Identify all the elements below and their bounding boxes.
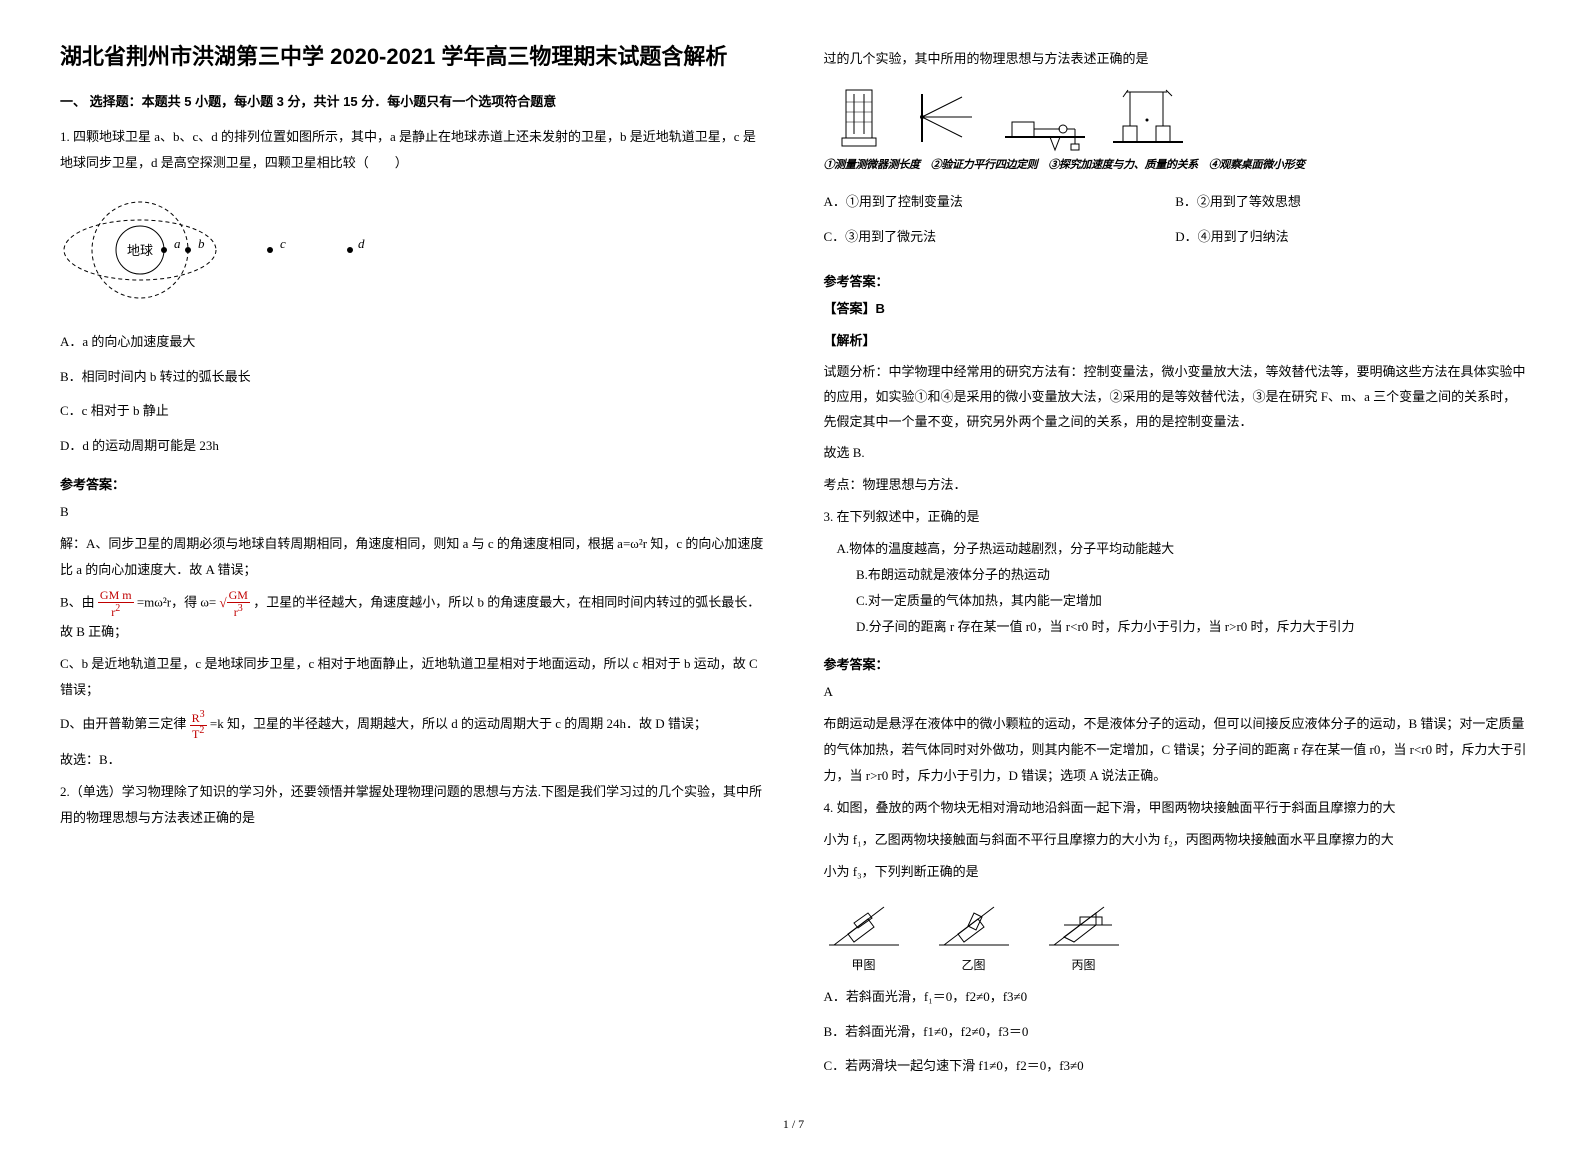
q4-fig-yi: 乙图	[934, 895, 1014, 973]
q2-ans-head: 【答案】B	[824, 296, 1528, 322]
svg-text:a: a	[174, 236, 181, 251]
q1-exp-b: B、由 GM mr2 =mω²r，得 ω= √GMr3 ，卫星的半径越大，角速度…	[60, 589, 764, 644]
page-footer: 1 / 7	[60, 1117, 1527, 1132]
exp-fig-1	[824, 82, 894, 152]
exp-fig-4	[1108, 82, 1188, 152]
q2-stem-cont: 过的几个实验，其中所用的物理思想与方法表述正确的是	[824, 46, 1528, 72]
q1-opt-c: C．c 相对于 b 静止	[60, 397, 764, 426]
q4-figures: 甲图 乙图 丙图	[824, 895, 1528, 973]
q4-opt-c: C．若两滑块一起匀速下滑 f1≠0，f2＝0，f3≠0	[824, 1052, 1528, 1081]
q4-opt-a: A．若斜面光滑，f₁＝0，f2≠0，f3≠0	[824, 983, 1528, 1012]
q2-stem: 2.（单选）学习物理除了知识的学习外，还要领悟并掌握处理物理问题的思想与方法.下…	[60, 779, 764, 831]
q4-lbl-bing: 丙图	[1044, 956, 1124, 973]
q2-opt-d: D．④用到了归纳法	[1175, 223, 1527, 252]
q1-figure: 地球 a b c d	[60, 190, 764, 314]
q4-stem-1: 4. 如图，叠放的两个物块无相对滑动地沿斜面一起下滑，甲图两物块接触面平行于斜面…	[824, 795, 1528, 821]
section-1-head: 一、 选择题：本题共 5 小题，每小题 3 分，共计 15 分．每小题只有一个选…	[60, 91, 764, 110]
q3-stem: 3. 在下列叙述中，正确的是	[824, 504, 1528, 530]
q4-lbl-jia: 甲图	[824, 956, 904, 973]
q1-exp-c: C、b 是近地轨道卫星，c 是地球同步卫星，c 相对于地面静止，近地轨道卫星相对…	[60, 651, 764, 703]
q1-ans: B	[60, 499, 764, 525]
q2-opt-b: B．②用到了等效思想	[1175, 188, 1527, 217]
q1-exp-a: 解：A、同步卫星的周期必须与地球自转周期相同，角速度相同，则知 a 与 c 的角…	[60, 531, 764, 583]
q2-opt-a: A．①用到了控制变量法	[824, 188, 1176, 217]
formula-sqrt-gm-r3: √GMr3	[219, 595, 249, 610]
q3-opt-c: C.对一定质量的气体加热，其内能一定增加	[824, 588, 1528, 614]
svg-text:c: c	[280, 236, 286, 251]
q2-exp-2: 故选 B.	[824, 440, 1528, 466]
q1-expb-mid: =mω²r，得 ω=	[137, 595, 220, 610]
doc-title: 湖北省荆州市洪湖第三中学 2020-2021 学年高三物理期末试题含解析	[60, 40, 764, 73]
formula-gmm-r2: GM mr2	[98, 589, 134, 618]
q1-expb-pre: B、由	[60, 595, 98, 610]
q1-stem: 1. 四颗地球卫星 a、b、c、d 的排列位置如图所示，其中，a 是静止在地球赤…	[60, 124, 764, 176]
q1-opt-d: D．d 的运动周期可能是 23h	[60, 432, 764, 461]
formula-r3-t2: R3T2	[190, 709, 207, 741]
q1-ans-label: 参考答案：	[60, 474, 764, 493]
q2-ans-label: 参考答案：	[824, 271, 1528, 290]
svg-text:地球: 地球	[127, 243, 153, 258]
svg-text:b: b	[198, 236, 205, 251]
q4-opt-b: B．若斜面光滑，f1≠0，f2≠0，f3＝0	[824, 1018, 1528, 1047]
q3-opt-d: D.分子间的距离 r 存在某一值 r0，当 r<r0 时，斥力小于引力，当 r>…	[824, 614, 1528, 640]
q2-caption: ①测量测微器测长度 ②验证力平行四边定则 ③探究加速度与力、质量的关系 ④观察桌…	[824, 156, 1528, 172]
q4-stem-3: 小为 f₃，下列判断正确的是	[824, 859, 1528, 885]
q3-opt-b: B.布朗运动就是液体分子的热运动	[824, 562, 1528, 588]
q3-ans: A	[824, 679, 1528, 705]
q2-exp-3: 考点：物理思想与方法．	[824, 472, 1528, 498]
q4-fig-jia: 甲图	[824, 895, 904, 973]
q1-exp-d: D、由开普勒第三定律 R3T2 =k 知，卫星的半径越大，周期越大，所以 d 的…	[60, 709, 764, 741]
q1-expd-post: =k 知，卫星的半径越大，周期越大，所以 d 的运动周期大于 c 的周期 24h…	[210, 716, 707, 731]
q3-ans-label: 参考答案：	[824, 654, 1528, 673]
q2-exp-head: 【解析】	[824, 328, 1528, 354]
q4-stem-2: 小为 f₁，乙图两物块接触面与斜面不平行且摩擦力的大小为 f₂，丙图两物块接触面…	[824, 827, 1528, 853]
q1-expd-pre: D、由开普勒第三定律	[60, 716, 190, 731]
q4-fig-bing: 丙图	[1044, 895, 1124, 973]
q3-opt-a: A.物体的温度越高，分子热运动越剧烈，分子平均动能越大	[824, 536, 1528, 562]
svg-text:d: d	[358, 236, 365, 251]
q1-opt-b: B．相同时间内 b 转过的弧长最长	[60, 363, 764, 392]
q2-exp-1: 试题分析：中学物理中经常用的研究方法有：控制变量法，微小变量放大法，等效替代法等…	[824, 360, 1528, 434]
q1-opt-a: A．a 的向心加速度最大	[60, 328, 764, 357]
q2-figures	[824, 82, 1528, 152]
q1-exp-end: 故选：B．	[60, 747, 764, 773]
exp-fig-3	[1000, 82, 1090, 152]
exp-fig-2	[912, 82, 982, 152]
q2-opt-c: C．③用到了微元法	[824, 223, 1176, 252]
q4-lbl-yi: 乙图	[934, 956, 1014, 973]
q3-exp: 布朗运动是悬浮在液体中的微小颗粒的运动，不是液体分子的运动，但可以间接反应液体分…	[824, 711, 1528, 789]
